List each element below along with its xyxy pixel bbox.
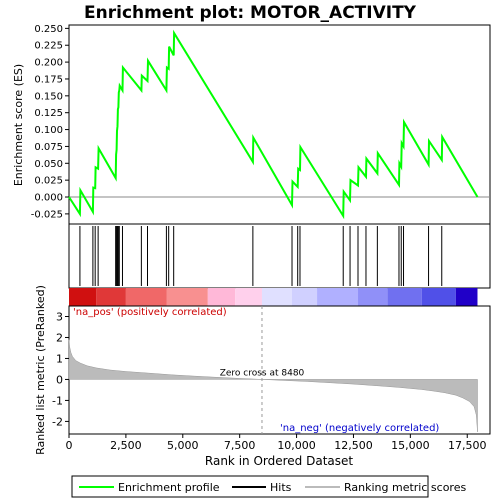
xtick-label: 12,500 (334, 439, 373, 452)
metric-panel-frame (68, 305, 491, 435)
es-ytick-label: 0.025 (34, 176, 63, 187)
pos-correlated-label: 'na_pos' (positively correlated) (73, 307, 227, 318)
colorbar-segment (69, 288, 97, 306)
es-panel-frame (68, 24, 491, 225)
colorbar-segment (358, 288, 388, 306)
es-ytick-label: 0.100 (34, 125, 63, 136)
colorbar-segment (235, 288, 262, 306)
chart-title: Enrichment plot: MOTOR_ACTIVITY (84, 3, 417, 23)
legend-label-hits: Hits (270, 481, 292, 494)
metric-ytick-label: 1 (56, 352, 63, 365)
colorbar-segment (207, 288, 236, 306)
x-axis-label: Rank in Ordered Dataset (205, 454, 353, 468)
colorbar-segment (387, 288, 422, 306)
colorbar-segment (455, 288, 478, 306)
es-y-ticks: -0.025 0.000 0.025 0.050 0.075 0.100 0.125 0.15… (31, 24, 69, 220)
colorbar-segment (261, 288, 293, 306)
colorbar-segment (96, 288, 126, 306)
xtick-label: 5,000 (167, 439, 199, 452)
es-panel: -0.025 0.000 0.025 0.050 0.075 0.100 0.125 0.15… (12, 24, 491, 225)
legend-label-profile: Enrichment profile (118, 481, 220, 494)
xtick-label: 0 (66, 439, 73, 452)
hits-panel-frame (68, 223, 491, 289)
colorbar-segment (125, 288, 167, 306)
hits-panel (68, 223, 491, 306)
xtick-label: 7,500 (224, 439, 256, 452)
es-ytick-label: 0.125 (34, 108, 63, 119)
colorbar-segment (292, 288, 318, 306)
metric-ytick-label: 2 (56, 331, 63, 344)
es-ytick-label: 0.200 (34, 58, 63, 69)
xtick-label: 17,500 (448, 439, 487, 452)
es-ylabel: Enrichment score (ES) (12, 64, 25, 186)
es-ytick-label: 0.050 (34, 159, 63, 170)
es-ytick-label: 0.150 (34, 91, 63, 102)
metric-panel: Zero cross at 8480 'na_pos' (positively … (34, 285, 491, 468)
xtick-label: 2,500 (110, 439, 142, 452)
x-ticks: 0 2,500 5,000 7,500 10,000 12,500 15,000 17,500 (66, 434, 487, 452)
legend: Enrichment profile Hits Ranking metric s… (71, 475, 466, 498)
zero-cross-label: Zero cross at 8480 (220, 368, 305, 378)
metric-y-ticks: -2 -1 0 1 2 3 (52, 310, 69, 428)
es-ytick-label: 0.250 (34, 24, 63, 35)
es-ytick-label: 0.225 (34, 41, 63, 52)
colorbar-segment (421, 288, 456, 306)
ranking-metric-area (68, 339, 478, 432)
metric-ylabel: Ranked list metric (PreRanked) (34, 285, 47, 455)
colorbar-segment (317, 288, 359, 306)
xtick-label: 10,000 (277, 439, 316, 452)
es-ytick-label: 0.075 (34, 142, 63, 153)
metric-ytick-label: 0 (56, 373, 63, 386)
neg-correlated-label: 'na_neg' (negatively correlated) (280, 423, 439, 434)
metric-ytick-label: -1 (52, 394, 63, 407)
hit-markers (79, 226, 443, 286)
es-ytick-label: 0.175 (34, 74, 63, 85)
es-ytick-label: -0.025 (31, 209, 63, 220)
metric-ytick-label: 3 (56, 310, 63, 323)
legend-label-metric: Ranking metric scores (344, 481, 466, 494)
es-ytick-label: 0.000 (34, 193, 63, 204)
xtick-label: 15,000 (391, 439, 430, 452)
colorbar-segment (166, 288, 208, 306)
rank-colorbar (69, 288, 478, 306)
enrichment-profile-line (68, 29, 479, 220)
metric-ytick-label: -2 (52, 415, 63, 428)
